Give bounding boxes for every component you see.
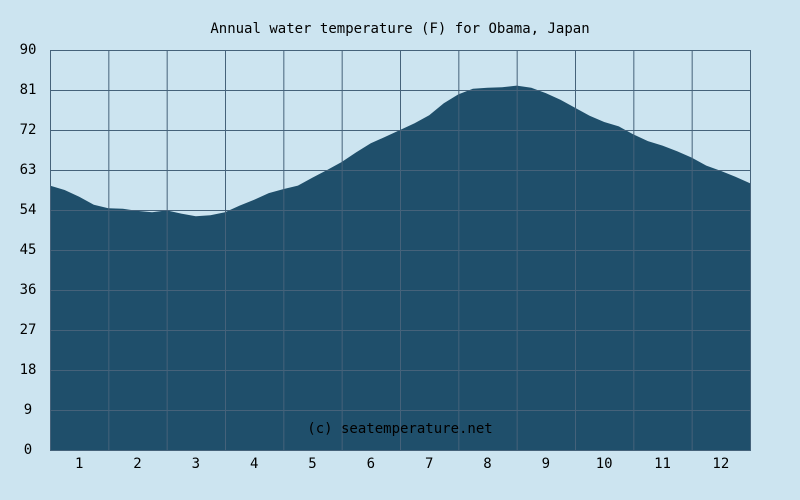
x-tick-label: 9 [542, 456, 550, 472]
x-tick-label: 10 [596, 456, 613, 472]
x-tick-label: 5 [308, 456, 316, 472]
x-tick-label: 2 [133, 456, 141, 472]
y-tick-label: 18 [20, 362, 37, 378]
y-tick-label: 54 [20, 202, 37, 218]
x-tick-label: 7 [425, 456, 433, 472]
x-tick-label: 4 [250, 456, 258, 472]
plot-area [50, 50, 751, 451]
chart-title: Annual water temperature (F) for Obama, … [210, 21, 589, 37]
x-tick-label: 6 [367, 456, 375, 472]
x-tick-label: 12 [712, 456, 729, 472]
y-tick-label: 63 [20, 162, 37, 178]
y-tick-label: 36 [20, 282, 37, 298]
y-tick-label: 45 [20, 242, 37, 258]
y-tick-label: 27 [20, 322, 37, 338]
plot-frame [50, 50, 751, 451]
x-tick-label: 11 [654, 456, 671, 472]
x-axis-ticks: 1 2 3 4 5 6 7 8 9 10 11 12 [75, 456, 729, 472]
y-tick-label: 0 [24, 442, 32, 458]
x-tick-label: 1 [75, 456, 83, 472]
x-tick-label: 3 [192, 456, 200, 472]
y-axis-ticks: 0 9 18 27 36 45 54 63 72 81 90 [20, 42, 37, 458]
copyright-watermark: (c) seatemperature.net [307, 421, 492, 437]
y-tick-label: 81 [20, 82, 37, 98]
y-tick-label: 72 [20, 122, 37, 138]
x-tick-label: 8 [483, 456, 491, 472]
y-tick-label: 9 [24, 402, 32, 418]
y-tick-label: 90 [20, 42, 37, 58]
